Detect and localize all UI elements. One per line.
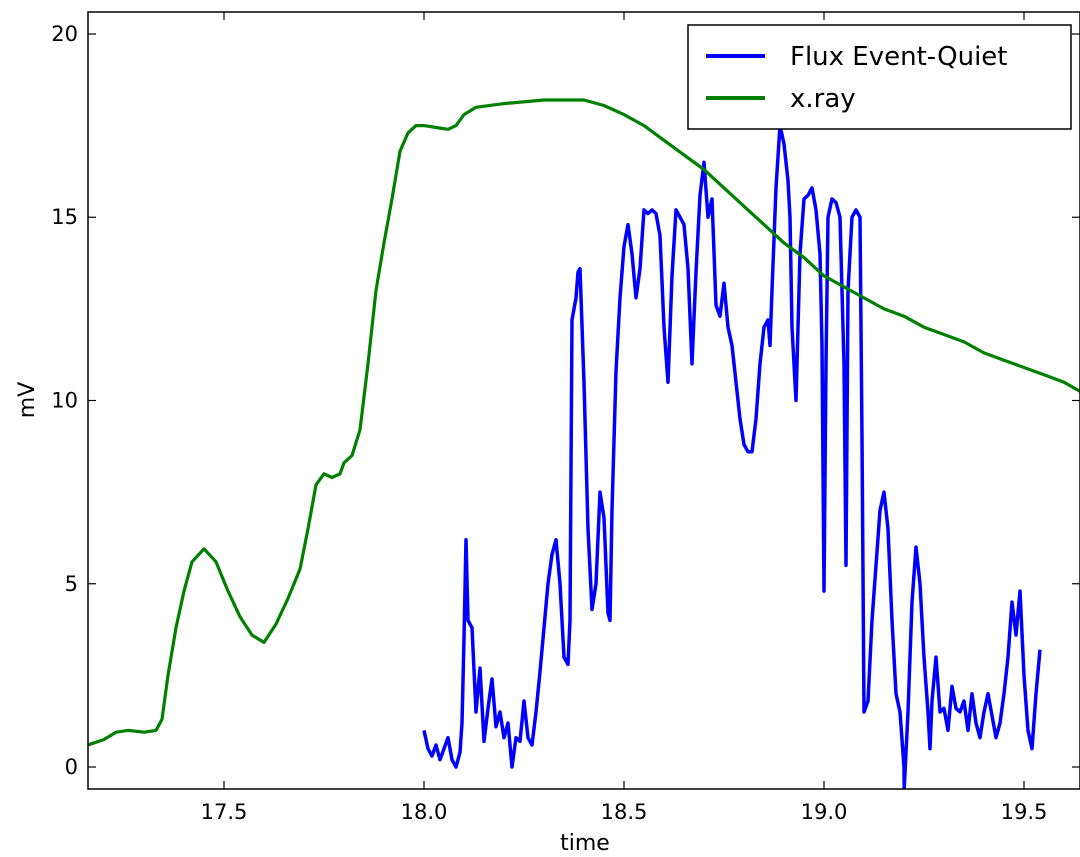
- series-line-flux: [422, 123, 1042, 789]
- x-tick-label: 19.5: [1001, 800, 1048, 824]
- legend-label-flux: Flux Event-Quiet: [790, 42, 1007, 72]
- y-tick-label: 5: [65, 572, 78, 596]
- legend-label-xray: x.ray: [790, 84, 856, 114]
- x-tick-label: 17.5: [201, 800, 248, 824]
- x-tick-label: 18.0: [401, 800, 448, 824]
- legend: Flux Event-Quiet x.ray: [687, 24, 1072, 130]
- y-tick-label: 20: [51, 22, 78, 46]
- series-layer: [88, 98, 1080, 789]
- y-tick-label: 15: [51, 205, 78, 229]
- series-line-xray: [88, 98, 1080, 747]
- x-tick-label: 18.5: [601, 800, 648, 824]
- y-tick-label: 0: [65, 755, 78, 779]
- x-axis-label: time: [560, 831, 610, 856]
- y-tick-label: 10: [51, 389, 78, 413]
- y-axis-label: mV: [15, 382, 40, 418]
- x-tick-label: 19.0: [801, 800, 848, 824]
- legend-box: [687, 24, 1072, 130]
- axis-ticks: 17.5 18.0 18.5 19.0 19.5 0 5 10 15 20: [51, 12, 1080, 824]
